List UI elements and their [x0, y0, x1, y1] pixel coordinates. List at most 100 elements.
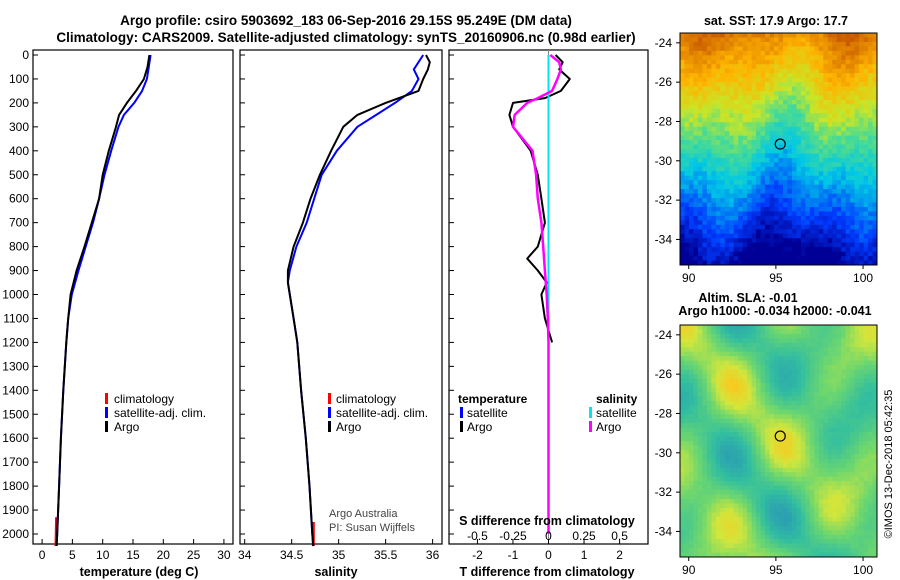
sla-map-cell: [845, 396, 851, 402]
sla-map-cell: [791, 525, 797, 531]
sst-map-cell: [680, 238, 685, 244]
sst-map-cell: [796, 95, 802, 101]
sla-map-cell: [823, 432, 829, 437]
sst-map-cell: [827, 256, 833, 261]
sla-map-cell: [836, 454, 842, 460]
sla-map-cell: [693, 356, 699, 362]
sla-map-cell: [791, 378, 797, 384]
sla-map-cell: [818, 543, 824, 549]
sla-map-cell: [809, 423, 815, 429]
sst-map-cell: [782, 198, 788, 203]
sla-map-cell: [800, 507, 806, 513]
sla-map-cell: [702, 396, 708, 402]
sst-map-cell: [809, 220, 815, 226]
sla-map-cell: [724, 374, 730, 379]
sla-map-cell: [774, 476, 779, 482]
sst-map-cell: [859, 224, 864, 230]
sla-map-cell: [747, 400, 753, 406]
sst-map-cell: [863, 46, 869, 52]
sla-map-cell: [702, 458, 708, 464]
sla-map-cell: [845, 400, 851, 406]
sla-map-cell: [742, 387, 748, 393]
sst-map-cell: [769, 202, 775, 208]
sst-map-cell: [782, 77, 788, 83]
sla-map-cell: [814, 432, 820, 437]
sla-map-cell: [809, 530, 815, 536]
sla-map-cell: [814, 365, 820, 371]
sst-map-cell: [854, 229, 860, 235]
sla-map-cell: [836, 463, 842, 469]
sst-map-cell: [720, 189, 726, 195]
sst-map-cell: [823, 242, 829, 248]
sla-map-cell: [841, 414, 847, 420]
sla-map-cell: [863, 463, 869, 469]
sla-map-cell: [832, 458, 838, 464]
sst-map-cell: [729, 33, 735, 38]
sla-map-cell: [814, 387, 820, 393]
sst-map-cell: [706, 108, 712, 114]
sst-map-cell: [697, 171, 703, 177]
sst-map-cell: [872, 193, 878, 199]
sla-map-cell: [684, 539, 690, 545]
sst-map-cell: [774, 184, 779, 190]
sst-map-cell: [747, 202, 753, 208]
sst-map-cell: [818, 180, 824, 186]
sla-map-cell: [720, 333, 726, 339]
sst-map-cell: [827, 184, 833, 190]
sst-map-cell: [720, 215, 726, 221]
sst-map-cell: [706, 95, 712, 101]
sst-map-cell: [800, 135, 806, 141]
sst-map-cell: [796, 198, 802, 203]
sst-map-cell: [868, 99, 873, 105]
sla-map-cell: [711, 525, 717, 531]
sla-map-cell: [693, 436, 699, 442]
sla-map-cell: [863, 512, 869, 518]
title-line-1: Argo profile: csiro 5903692_183 06-Sep-2…: [120, 13, 572, 28]
sla-map-cell: [765, 378, 770, 384]
sla-map-cell: [854, 552, 860, 558]
sst-map-cell: [823, 180, 829, 186]
sla-map-cell: [724, 499, 730, 504]
sla-map-cell: [697, 516, 703, 522]
sst-map-cell: [688, 82, 694, 87]
sla-map-cell: [765, 454, 770, 460]
sst-map-cell: [688, 180, 694, 186]
sst-map-cell: [738, 95, 744, 101]
sst-map-cell: [729, 202, 735, 208]
sst-map-cell: [778, 260, 784, 266]
sst-map-cell: [760, 198, 766, 203]
sst-map-cell: [702, 50, 708, 56]
sst-map-cell: [769, 91, 775, 96]
sst-map-cell: [841, 68, 847, 74]
sst-map-cell: [769, 126, 775, 132]
sst-map-cell: [832, 247, 838, 253]
sla-map-cell: [769, 503, 775, 509]
sst-map-cell: [787, 82, 793, 87]
sla-map-cell: [729, 383, 735, 388]
sst-map-cell: [859, 73, 864, 79]
sst-map-cell: [706, 144, 712, 150]
sst-map-cell: [868, 189, 873, 195]
sst-map-cell: [863, 91, 869, 96]
sla-map-cell: [841, 507, 847, 513]
sst-map-cell: [787, 251, 793, 257]
sst-map-cell: [827, 126, 833, 132]
sla-map-cell: [859, 432, 864, 437]
sst-map-cell: [738, 108, 744, 114]
sst-map-cell: [868, 171, 873, 177]
sla-map-cell: [823, 351, 829, 357]
sst-map-cell: [791, 247, 797, 253]
sst-map-cell: [854, 99, 860, 105]
sst-map-cell: [697, 122, 703, 128]
sst-map-cell: [706, 215, 712, 221]
sst-map-cell: [832, 46, 838, 52]
sla-map-cell: [796, 543, 802, 549]
sst-map-cell: [809, 211, 815, 217]
sst-map-cell: [778, 247, 784, 253]
sla-map-cell: [742, 369, 748, 375]
sst-map-cell: [854, 122, 860, 128]
sst-map-cell: [711, 162, 717, 168]
sla-map-cell: [845, 391, 851, 397]
sla-map-cell: [688, 467, 694, 473]
sla-map-cell: [832, 552, 838, 558]
